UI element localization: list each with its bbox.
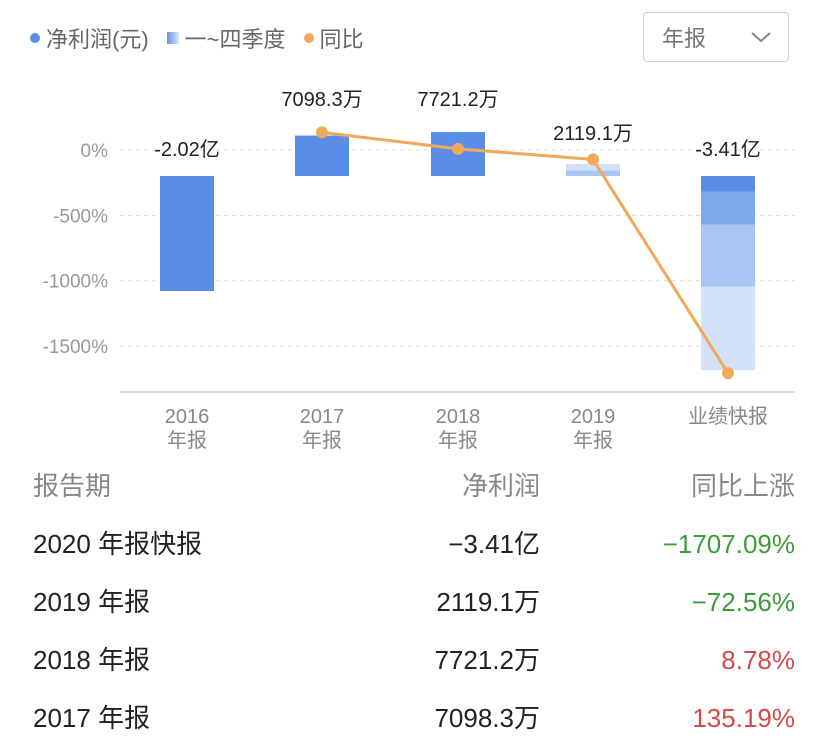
x-category-label: 2016 年报	[165, 406, 210, 452]
row-period: 2017 年报	[33, 703, 151, 733]
y-tick-label: 0%	[81, 141, 109, 162]
quarter-segment	[701, 176, 755, 192]
profit-chart: 0% -500% -1000% -1500% -2.02亿 7098.3万 7721.2万 2…	[43, 89, 795, 452]
data-label: 7098.3万	[281, 89, 362, 111]
quarter-segment	[701, 191, 755, 225]
row-period: 2020 年报快报	[33, 529, 203, 559]
legend-dot-icon	[30, 33, 40, 43]
legend-label-yoy: 同比	[319, 27, 364, 52]
y-tick-label: -1500%	[43, 337, 109, 358]
y-tick-label: -500%	[53, 206, 108, 227]
data-label: -3.41亿	[695, 138, 761, 161]
period-select-value: 年报	[662, 26, 707, 51]
legend-label-net-profit: 净利润(元)	[46, 27, 149, 52]
yoy-point	[587, 153, 599, 166]
table-row[interactable]: 2018 年报 7721.2万 8.78%	[0, 640, 828, 680]
data-label: -2.02亿	[154, 138, 220, 161]
row-yoy: −72.56%	[691, 587, 795, 617]
y-tick-label: -1000%	[43, 272, 109, 293]
quarter-segment	[701, 224, 755, 287]
quarter-segment	[701, 286, 755, 371]
row-yoy: 135.19%	[692, 703, 795, 733]
row-period: 2019 年报	[33, 587, 151, 617]
bar	[295, 135, 349, 176]
data-label: 2119.1万	[553, 123, 633, 145]
row-profit: 2119.1万	[436, 587, 540, 617]
row-period: 2018 年报	[33, 645, 151, 675]
yoy-point	[316, 126, 328, 139]
row-yoy: −1707.09%	[662, 529, 795, 559]
header-yoy: 同比上涨	[690, 471, 795, 501]
chevron-down-icon	[751, 32, 771, 43]
yoy-point	[452, 142, 464, 155]
legend-item-yoy[interactable]: 同比	[303, 22, 364, 54]
table-row[interactable]: 2020 年报快报 −3.41亿 −1707.09%	[0, 524, 828, 564]
row-profit: −3.41亿	[448, 529, 540, 559]
legend-item-net-profit[interactable]: 净利润(元)	[30, 22, 149, 54]
yoy-line	[321, 130, 730, 374]
x-category-label: 2018 年报	[436, 406, 481, 452]
bar	[160, 176, 214, 291]
table-row[interactable]: 2019 年报 2119.1万 −72.56%	[0, 582, 828, 622]
bar-2019	[566, 170, 620, 176]
header-period: 报告期	[33, 471, 112, 501]
row-yoy: 8.78%	[721, 645, 795, 675]
data-label: 7721.2万	[417, 89, 498, 111]
chart-legend: 净利润(元) 一~四季度 同比	[30, 22, 382, 54]
table-header-row: 报告期 净利润 同比上涨	[0, 466, 828, 506]
header-profit: 净利润	[461, 471, 540, 501]
row-profit: 7098.3万	[434, 703, 540, 733]
yoy-point	[722, 367, 734, 380]
legend-square-icon	[166, 32, 179, 44]
legend-label-quarters: 一~四季度	[184, 27, 286, 52]
legend-item-quarters[interactable]: 一~四季度	[166, 22, 286, 54]
table-row[interactable]: 2017 年报 7098.3万 135.19%	[0, 698, 828, 738]
x-category-label: 业绩快报	[688, 405, 768, 428]
legend-dot-icon	[303, 33, 314, 43]
bar-2019	[566, 163, 620, 171]
x-category-label: 2017 年报	[300, 406, 345, 452]
row-profit: 7721.2万	[434, 645, 540, 675]
x-category-label: 2019 年报	[571, 406, 616, 452]
period-select[interactable]: 年报	[643, 12, 789, 62]
